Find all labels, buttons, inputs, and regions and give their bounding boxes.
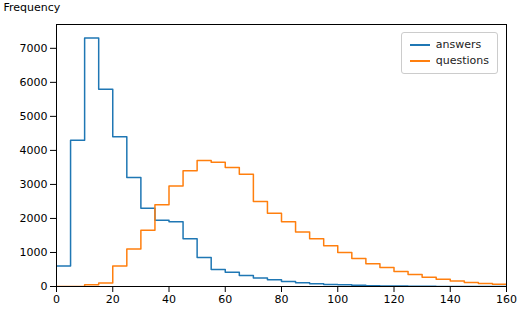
svg-text:140: 140 (440, 293, 461, 306)
svg-text:60: 60 (218, 293, 232, 306)
svg-text:5000: 5000 (20, 110, 48, 123)
svg-text:0: 0 (41, 280, 48, 293)
svg-text:0: 0 (53, 293, 60, 306)
svg-text:20: 20 (106, 293, 120, 306)
svg-text:80: 80 (275, 293, 289, 306)
svg-text:160: 160 (496, 293, 517, 306)
svg-text:40: 40 (162, 293, 176, 306)
svg-text:4000: 4000 (20, 144, 48, 157)
svg-text:100: 100 (327, 293, 348, 306)
html-text:questions: questions (435, 54, 489, 67)
svg-text:3000: 3000 (20, 178, 48, 191)
html-text:answers: answers (435, 38, 482, 51)
svg-text:120: 120 (384, 293, 405, 306)
svg-text:Frequency: Frequency (4, 1, 61, 14)
svg-text:2000: 2000 (20, 212, 48, 225)
svg-text:7000: 7000 (20, 42, 48, 55)
svg-text:1000: 1000 (20, 246, 48, 259)
svg-text:6000: 6000 (20, 76, 48, 89)
